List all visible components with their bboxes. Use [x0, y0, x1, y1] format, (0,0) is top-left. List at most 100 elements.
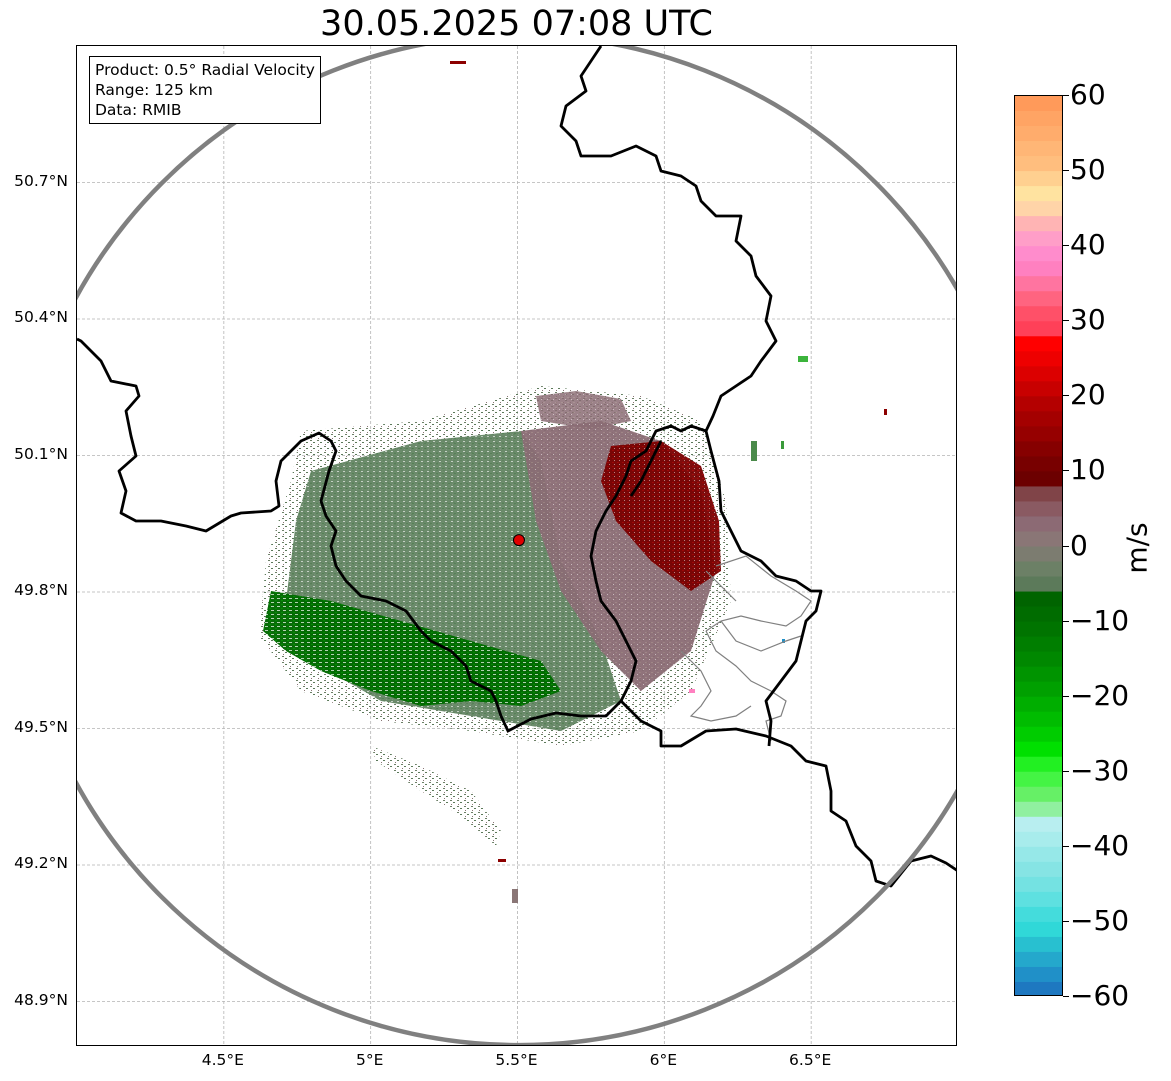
colorbar-band [1015, 951, 1062, 968]
colorbar-band [1015, 381, 1062, 397]
echo-inbound-green [263, 591, 561, 706]
colorbar-band [1015, 471, 1062, 487]
colorbar-band [1015, 666, 1062, 683]
colorbar-tick-mark [1063, 170, 1069, 172]
colorbar-tick-label: −40 [1070, 828, 1130, 862]
colorbar-band [1015, 171, 1062, 187]
colorbar-tick-label: 0 [1070, 528, 1088, 562]
colorbar-band [1015, 906, 1062, 923]
lat-tick-label: 49.2°N [14, 854, 68, 872]
lon-tick-label: 5.5°E [495, 1051, 538, 1069]
lon-tick-label: 4.5°E [201, 1051, 244, 1069]
colorbar-band [1015, 111, 1062, 127]
colorbar-tick-label: 40 [1070, 228, 1106, 262]
colorbar-band [1015, 306, 1062, 322]
colorbar-band [1015, 576, 1062, 593]
colorbar-tick-label: −10 [1070, 603, 1130, 637]
colorbar-band [1015, 966, 1062, 983]
colorbar-band [1015, 861, 1062, 878]
colorbar-band [1015, 486, 1062, 502]
colorbar-band [1015, 456, 1062, 472]
colorbar-tick-label: −60 [1070, 979, 1130, 1012]
colorbar-band [1015, 126, 1062, 142]
colorbar-band [1015, 426, 1062, 442]
velocity-colorbar [1014, 95, 1063, 996]
colorbar-band [1015, 936, 1062, 953]
colorbar-tick-mark [1063, 545, 1069, 547]
colorbar-band [1015, 621, 1062, 638]
colorbar-band [1015, 261, 1062, 277]
colorbar-band [1015, 846, 1062, 863]
colorbar-tick-label: 60 [1070, 78, 1106, 111]
colorbar-band [1015, 546, 1062, 563]
colorbar-tick-label: −20 [1070, 678, 1130, 712]
colorbar-band [1015, 591, 1062, 608]
colorbar-band [1015, 501, 1062, 517]
colorbar-band [1015, 156, 1062, 172]
echo-lower-streak [371, 746, 501, 846]
radar-site-marker[interactable] [512, 534, 525, 547]
lat-tick-label: 49.8°N [14, 581, 68, 599]
info-product: Product: 0.5° Radial Velocity [95, 61, 315, 79]
colorbar-tick-mark [1063, 996, 1069, 997]
colorbar-band [1015, 741, 1062, 758]
lon-tick-label: 6.5°E [789, 1051, 832, 1069]
colorbar-band [1015, 786, 1062, 803]
colorbar-tick-mark [1063, 95, 1069, 96]
colorbar-tick-mark [1063, 320, 1069, 322]
colorbar-band [1015, 366, 1062, 382]
colorbar-band [1015, 831, 1062, 848]
colorbar-band [1015, 216, 1062, 232]
colorbar-band [1015, 636, 1062, 653]
colorbar-tick-label: 30 [1070, 303, 1106, 337]
colorbar-band [1015, 606, 1062, 623]
colorbar-tick-mark [1063, 770, 1069, 772]
lat-tick-label: 50.1°N [14, 444, 68, 463]
colorbar-band [1015, 696, 1062, 713]
colorbar-band [1015, 921, 1062, 938]
map-area[interactable] [76, 45, 957, 1046]
colorbar-tick-mark [1063, 245, 1069, 247]
colorbar-band [1015, 516, 1062, 532]
colorbar-band [1015, 96, 1062, 112]
colorbar-band [1015, 681, 1062, 698]
colorbar-band [1015, 201, 1062, 217]
colorbar-tick-mark [1063, 845, 1069, 847]
product-info-box: Product: 0.5° Radial Velocity Range: 125… [89, 56, 321, 124]
colorbar-band [1015, 651, 1062, 668]
lat-tick-label: 50.7°N [14, 171, 68, 190]
colorbar-band [1015, 396, 1062, 412]
colorbar-tick-mark [1063, 395, 1069, 397]
colorbar-band [1015, 141, 1062, 157]
info-data-source: Data: RMIB [95, 101, 182, 119]
colorbar-tick-mark [1063, 920, 1069, 922]
echo-gray-top [536, 391, 631, 429]
colorbar-band [1015, 276, 1062, 292]
colorbar-band [1015, 561, 1062, 578]
colorbar-tick-label: 50 [1070, 153, 1106, 187]
colorbar-band [1015, 411, 1062, 427]
colorbar-band [1015, 291, 1062, 307]
colorbar-band [1015, 756, 1062, 773]
colorbar-band [1015, 816, 1062, 833]
radar-map-svg [77, 46, 956, 1045]
echo-outbound-red [601, 441, 721, 591]
colorbar-tick-mark [1063, 470, 1069, 472]
colorbar-band [1015, 891, 1062, 908]
lat-tick-label: 49.5°N [14, 717, 68, 736]
colorbar-band [1015, 246, 1062, 262]
colorbar-band [1015, 441, 1062, 457]
colorbar-tick-label: 20 [1070, 378, 1106, 412]
colorbar-tick-label: −50 [1070, 903, 1130, 937]
colorbar-band [1015, 186, 1062, 202]
colorbar-tick-label: −30 [1070, 753, 1130, 787]
regional-boundaries [680, 555, 812, 742]
colorbar-band [1015, 771, 1062, 788]
colorbar-band [1015, 336, 1062, 352]
colorbar-tick-mark [1063, 695, 1069, 697]
colorbar-tick-mark [1063, 620, 1069, 622]
map-title: 30.05.2025 07:08 UTC [320, 4, 713, 44]
colorbar-unit-label: m/s [1120, 522, 1154, 574]
colorbar-band [1015, 876, 1062, 893]
colorbar-band [1015, 321, 1062, 337]
